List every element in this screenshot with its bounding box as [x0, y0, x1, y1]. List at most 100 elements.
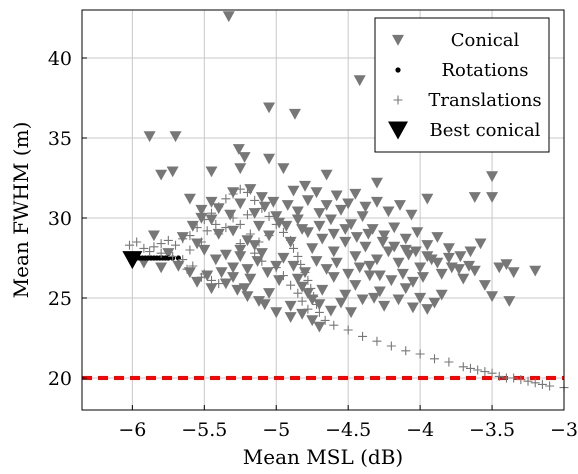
conical-point	[421, 304, 434, 315]
translations-point	[168, 251, 178, 261]
conical-point	[385, 275, 398, 287]
conical-point	[399, 283, 412, 295]
conical-point	[342, 198, 355, 210]
conical-point	[327, 228, 340, 240]
translations-point	[192, 223, 202, 233]
translations-point	[465, 363, 475, 373]
conical-point	[186, 220, 199, 232]
translations-point	[523, 376, 533, 386]
legend-label-translations: Translations	[428, 90, 541, 111]
best-conical-point	[122, 251, 143, 270]
conical-point	[263, 153, 276, 165]
conical-point	[392, 257, 405, 269]
translations-point	[289, 243, 299, 253]
conical-point	[215, 267, 228, 279]
conical-point	[277, 252, 290, 264]
y-tick-label: 40	[48, 48, 72, 70]
conical-point	[486, 171, 499, 183]
conical-point	[320, 169, 333, 181]
translations-point	[149, 242, 159, 252]
conical-point	[244, 273, 257, 285]
conical-point	[306, 315, 319, 327]
conical-point	[270, 307, 283, 319]
conical-point	[370, 177, 383, 189]
translations-point	[188, 261, 198, 271]
conical-point	[287, 185, 300, 197]
legend-marker-translations	[393, 95, 403, 105]
conical-point	[301, 227, 314, 239]
conical-point	[296, 308, 309, 320]
x-tick-label: −5.5	[181, 419, 227, 441]
translations-point	[235, 239, 245, 249]
translations-point	[178, 234, 188, 244]
conical-point	[191, 276, 204, 288]
conical-point	[227, 272, 240, 283]
conical-point	[376, 236, 389, 248]
conical-point	[405, 209, 418, 221]
conical-point	[414, 262, 427, 274]
translations-point	[430, 354, 440, 364]
conical-point	[241, 264, 254, 275]
conical-point	[155, 169, 168, 181]
translations-point	[343, 325, 353, 335]
data-points	[122, 11, 569, 393]
translations-point	[537, 379, 547, 389]
conical-point	[327, 246, 340, 258]
conical-point	[399, 233, 412, 245]
conical-point	[324, 305, 337, 317]
translations-point	[202, 226, 212, 236]
translations-point	[228, 213, 238, 223]
conical-point	[339, 289, 352, 301]
conical-point	[409, 246, 422, 258]
translations-point	[257, 256, 267, 266]
translations-point	[480, 367, 490, 377]
translations-point	[214, 279, 224, 289]
translations-point	[509, 373, 519, 383]
conical-point	[234, 251, 247, 263]
conical-point	[227, 225, 240, 237]
translations-point	[211, 219, 221, 229]
conical-point	[222, 11, 235, 23]
conical-point	[205, 283, 218, 295]
translations-point	[329, 320, 339, 330]
conical-point	[320, 264, 333, 275]
conical-point	[529, 265, 542, 277]
conical-point	[454, 251, 467, 263]
conical-point	[486, 192, 499, 203]
translations-point	[278, 227, 288, 237]
conical-point	[442, 243, 455, 255]
translations-point	[228, 189, 238, 199]
conical-point	[291, 214, 304, 226]
conical-point	[421, 251, 434, 263]
conical-point	[252, 296, 265, 307]
translations-point	[242, 210, 252, 220]
conical-point	[162, 248, 175, 259]
translations-point	[303, 275, 313, 285]
translations-point	[530, 378, 540, 388]
conical-point	[345, 219, 358, 231]
translations-point	[196, 237, 206, 247]
conical-point	[234, 198, 247, 210]
y-tick-label: 25	[48, 288, 72, 310]
conical-point	[313, 220, 326, 232]
conical-point	[224, 209, 237, 221]
conical-point	[393, 200, 406, 211]
translations-point	[163, 235, 173, 245]
conical-point	[195, 204, 208, 216]
conical-point	[313, 208, 326, 219]
translations-point	[278, 271, 288, 281]
conical-point	[241, 291, 254, 303]
conical-point	[378, 300, 391, 312]
conical-point	[457, 273, 470, 285]
translations-point	[545, 381, 555, 391]
x-tick-label: −3	[550, 419, 578, 441]
conical-point	[435, 268, 448, 280]
conical-point	[406, 276, 419, 288]
conical-point	[378, 230, 391, 242]
translations-point	[386, 341, 396, 351]
conical-point	[227, 262, 240, 274]
plot-frame	[81, 9, 565, 411]
translations-point	[171, 240, 181, 250]
translations-point	[293, 251, 303, 261]
